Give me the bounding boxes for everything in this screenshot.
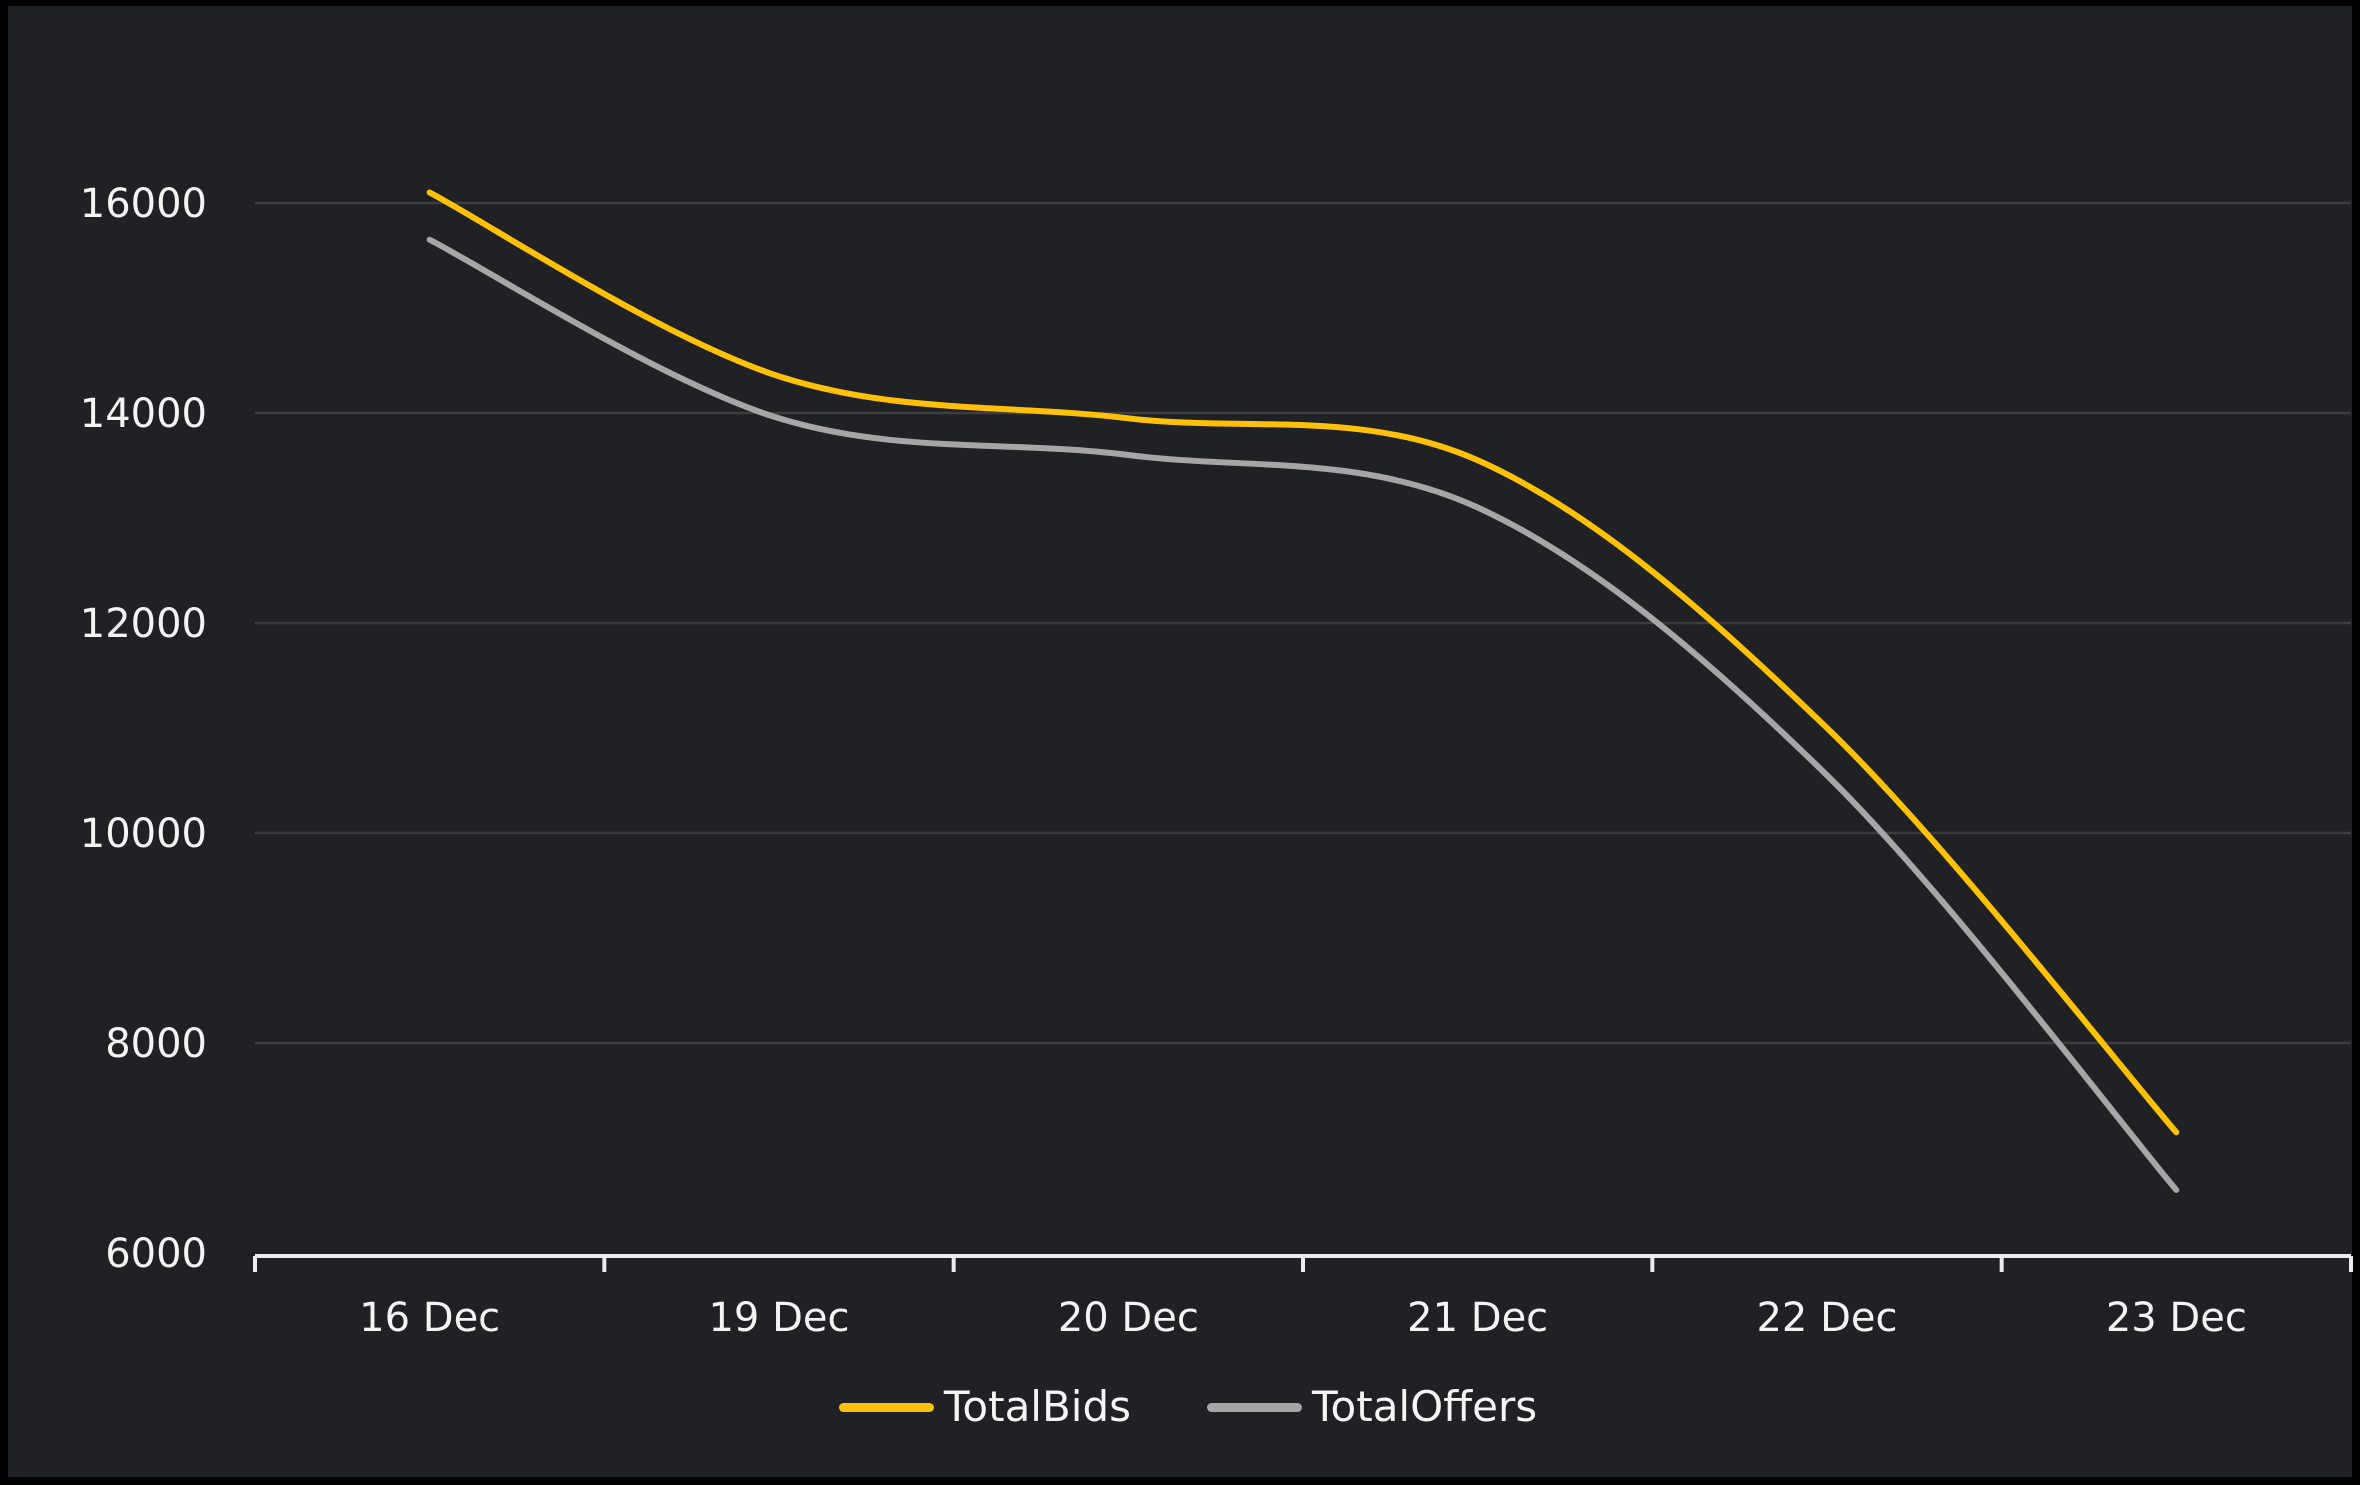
legend-item-totalbids[interactable]: TotalBids bbox=[838, 1382, 1132, 1432]
legend-swatch-totaloffers-icon bbox=[1207, 1402, 1303, 1412]
x-axis-label: 20 Dec bbox=[1058, 1295, 1199, 1341]
y-axis-label: 6000 bbox=[105, 1231, 207, 1277]
gridlines bbox=[255, 201, 2351, 1045]
series-line-totalbids bbox=[426, 189, 2180, 1136]
y-axis-label: 10000 bbox=[80, 811, 207, 857]
legend-swatch-totalbids-icon bbox=[838, 1402, 934, 1412]
legend-label-totalbids: TotalBids bbox=[943, 1382, 1132, 1431]
y-axis-label: 16000 bbox=[80, 181, 207, 227]
x-axis-labels: 16 Dec 19 Dec 20 Dec 21 Dec 22 Dec 23 Dec bbox=[359, 1295, 2247, 1341]
y-axis-label: 12000 bbox=[80, 601, 207, 647]
legend-label-totaloffers: TotalOffers bbox=[1312, 1382, 1538, 1431]
legend: TotalBids TotalOffers bbox=[8, 1382, 2360, 1432]
x-axis bbox=[253, 1254, 2353, 1272]
y-axis-label: 14000 bbox=[80, 391, 207, 437]
x-axis-label: 22 Dec bbox=[1756, 1295, 1897, 1341]
x-axis-label: 23 Dec bbox=[2106, 1295, 2247, 1341]
y-axis-labels: 6000 8000 10000 12000 14000 16000 bbox=[80, 181, 207, 1277]
x-axis-label: 19 Dec bbox=[708, 1295, 849, 1341]
chart-canvas: 6000 8000 10000 12000 14000 16000 16 Dec 19 De… bbox=[8, 6, 2353, 1477]
x-axis-label: 21 Dec bbox=[1407, 1295, 1548, 1341]
x-axis-label: 16 Dec bbox=[359, 1295, 500, 1341]
y-axis-label: 8000 bbox=[105, 1021, 207, 1067]
series-lines bbox=[426, 189, 2180, 1193]
legend-item-totaloffers[interactable]: TotalOffers bbox=[1207, 1382, 1537, 1432]
series-line-totaloffers bbox=[426, 236, 2180, 1193]
